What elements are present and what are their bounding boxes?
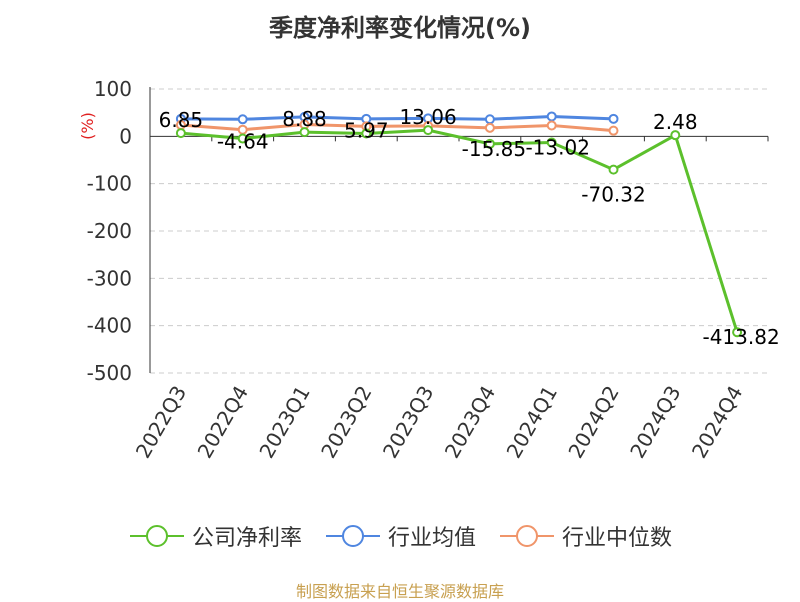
series-line xyxy=(180,128,739,333)
series-line xyxy=(180,114,614,121)
y-tick-label: -400 xyxy=(87,314,132,338)
data-point xyxy=(732,327,743,338)
data-point xyxy=(608,113,619,124)
x-tick-label: 2023Q2 xyxy=(316,382,376,463)
x-tick-label: 2024Q1 xyxy=(502,382,562,463)
data-point xyxy=(546,111,557,122)
data-point xyxy=(546,120,557,131)
data-point xyxy=(608,125,619,136)
data-label: 6.85 xyxy=(159,108,204,132)
legend-swatch-industry-mean xyxy=(325,525,380,547)
legend-swatch-net-margin xyxy=(129,525,184,547)
x-tick-label: 2023Q3 xyxy=(378,381,438,462)
y-tick-label: -500 xyxy=(87,361,132,385)
data-point xyxy=(484,138,495,149)
data-point xyxy=(484,122,495,133)
x-tick-label: 2024Q4 xyxy=(687,382,747,463)
legend-label-industry-mean: 行业均值 xyxy=(387,526,476,551)
series-line xyxy=(180,122,614,133)
data-point xyxy=(361,128,372,139)
y-tick-label: -300 xyxy=(87,266,132,290)
data-point xyxy=(546,137,557,148)
data-label: -13.02 xyxy=(525,135,589,159)
data-point xyxy=(237,133,248,144)
data-label: -15.85 xyxy=(462,137,526,161)
x-tick-label: 2023Q1 xyxy=(254,382,314,463)
data-label: 13.06 xyxy=(399,105,456,129)
x-tick-label: 2024Q2 xyxy=(563,382,623,463)
legend-item-net-margin[interactable]: 公司净利率 xyxy=(128,520,302,552)
legend-label-net-margin: 公司净利率 xyxy=(191,526,302,551)
y-tick-label: 0 xyxy=(119,124,132,148)
data-label: 8.88 xyxy=(282,107,327,131)
legend-item-industry-mean[interactable]: 行业均值 xyxy=(324,520,476,552)
x-tick-label: 2024Q3 xyxy=(625,382,685,463)
legend: 公司净利率 行业均值 行业中位数 xyxy=(0,520,800,552)
x-tick-label: 2022Q4 xyxy=(193,382,253,463)
y-tick-label: 100 xyxy=(94,77,132,101)
data-label: -413.82 xyxy=(702,325,779,349)
data-label: 2.48 xyxy=(653,110,698,134)
legend-label-industry-median: 行业中位数 xyxy=(562,526,673,551)
data-point xyxy=(608,164,619,175)
data-point xyxy=(175,128,186,139)
data-label: -4.64 xyxy=(217,130,269,154)
data-point xyxy=(237,114,248,125)
data-point xyxy=(670,130,681,141)
data-point xyxy=(484,114,495,125)
legend-swatch-industry-median xyxy=(500,525,554,547)
x-tick-label: 2022Q3 xyxy=(131,382,191,463)
legend-item-industry-median[interactable]: 行业中位数 xyxy=(498,520,672,552)
data-label: -70.32 xyxy=(581,183,645,207)
data-point xyxy=(423,125,434,136)
data-label: 5.97 xyxy=(344,119,389,143)
y-tick-label: -100 xyxy=(87,172,132,196)
x-tick-label: 2023Q4 xyxy=(440,382,500,463)
y-tick-label: -200 xyxy=(87,219,132,243)
data-point xyxy=(299,127,310,138)
y-axis-label: (%) xyxy=(78,112,97,140)
chart-title: 季度净利率变化情况(%) xyxy=(269,14,531,42)
source-note: 制图数据来自恒生聚源数据库 xyxy=(295,582,504,601)
